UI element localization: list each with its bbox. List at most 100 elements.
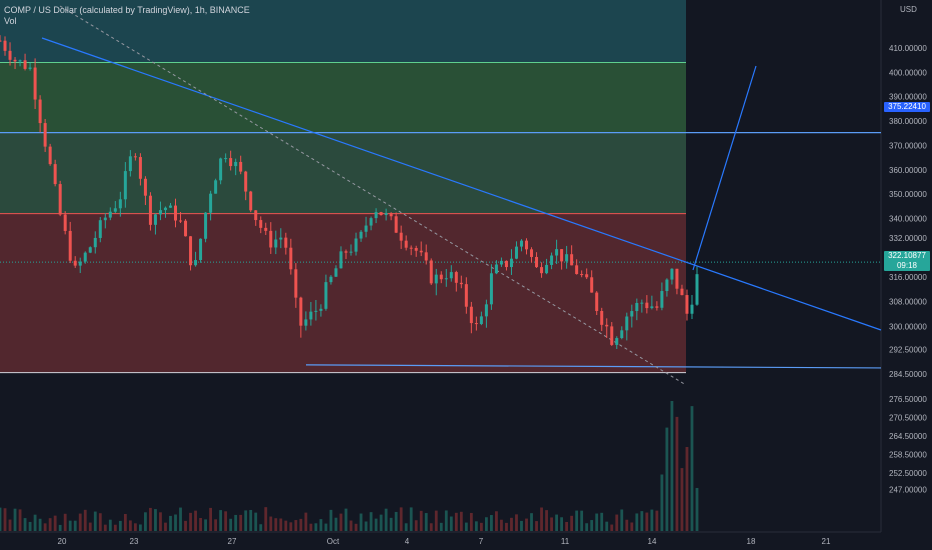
volume-bar: [590, 520, 594, 531]
volume-bar: [660, 474, 664, 531]
candle-body: [284, 237, 288, 248]
candle-body: [560, 249, 564, 262]
volume-bar: [530, 513, 533, 531]
volume-bar: [294, 520, 298, 531]
candle-body: [153, 214, 157, 225]
candle-body: [0, 40, 2, 42]
candle-body: [8, 50, 12, 60]
volume-bar: [505, 522, 508, 531]
time-tick-label: 27: [228, 537, 237, 546]
price-tick-label: 332.00000: [889, 234, 927, 243]
volume-bar: [174, 514, 177, 531]
candle-body: [570, 254, 574, 266]
volume-bar: [154, 509, 157, 531]
volume-bar: [424, 513, 428, 531]
candle-body: [289, 247, 293, 270]
volume-bar: [404, 523, 408, 531]
candle-body: [414, 247, 418, 251]
candle-body: [128, 156, 132, 172]
volume-bar: [640, 511, 644, 531]
candle-body: [665, 279, 669, 292]
time-tick-label: 14: [648, 537, 657, 546]
candle-body: [254, 210, 258, 221]
volume-bar: [38, 518, 42, 531]
candle-body: [635, 302, 639, 312]
volume-bar: [490, 515, 493, 531]
volume-bar: [189, 512, 192, 531]
volume-bar: [118, 520, 122, 531]
volume-bar: [454, 512, 458, 531]
volume-bar: [610, 524, 614, 531]
volume-bar: [575, 510, 579, 531]
candle-body: [580, 274, 584, 276]
volume-bar: [439, 522, 443, 531]
volume-bar: [464, 522, 468, 531]
volume-bar: [329, 509, 333, 531]
time-tick-label: 4: [405, 537, 410, 546]
volume-bar: [214, 519, 218, 531]
volume-bar: [675, 416, 679, 531]
volume-bar: [459, 511, 463, 531]
candle-body: [454, 272, 458, 283]
candle-body: [389, 213, 393, 217]
candle-body: [464, 284, 468, 307]
candle-body: [259, 220, 263, 228]
volume-bar: [8, 519, 12, 531]
candle-body: [535, 256, 539, 268]
volume-bar: [254, 512, 258, 531]
volume-bar: [334, 517, 338, 531]
last-price-value: 322.10877: [888, 251, 926, 260]
volume-bar: [169, 515, 172, 531]
time-tick-label: 23: [130, 537, 139, 546]
volume-bar: [625, 519, 629, 531]
candle-body: [449, 272, 453, 279]
volume-bar: [264, 507, 268, 531]
time-tick-label: 21: [822, 537, 831, 546]
candle-body: [680, 288, 684, 296]
volume-bar: [339, 513, 343, 531]
time-tick-label: 7: [479, 537, 484, 546]
volume-bar: [600, 512, 604, 531]
volume-bar: [314, 523, 318, 531]
volume-bar: [394, 511, 398, 531]
price-tick-label: 350.00000: [889, 190, 927, 199]
volume-bar: [133, 523, 137, 531]
candle-body: [299, 297, 303, 326]
volume-bar: [520, 520, 523, 531]
volume-bar: [580, 510, 584, 531]
candle-body: [489, 273, 493, 305]
chart-legend: COMP / US Dollar (calculated by TradingV…: [4, 5, 250, 27]
price-tick-label: 380.00000: [889, 117, 927, 126]
time-axis: 20 23 27 Oct 4 7 11 14 18 21: [58, 537, 831, 546]
volume-bar: [349, 520, 353, 531]
candle-body: [98, 220, 102, 238]
volume-bar: [434, 510, 438, 531]
volume-bar: [93, 511, 97, 531]
volume-bar: [299, 518, 303, 531]
volume-bar: [159, 512, 162, 531]
candle-body: [138, 157, 142, 179]
volume-bar: [184, 520, 187, 531]
volume-bar: [239, 514, 243, 531]
candle-body: [249, 191, 253, 211]
last-price-tag: 322.10877 09:18: [884, 251, 930, 271]
candle-body: [494, 264, 498, 274]
candle-body: [525, 240, 529, 250]
candle-body: [595, 292, 599, 312]
volume-bar: [409, 507, 413, 531]
candle-body: [143, 178, 147, 196]
volume-bar: [484, 517, 488, 531]
volume-bar: [630, 522, 634, 531]
volume-bar: [444, 510, 448, 531]
zone-green-upper: [0, 62, 686, 133]
volume-bar: [229, 518, 233, 531]
candle-body: [48, 146, 52, 165]
candle-body: [113, 208, 117, 212]
candle-body: [3, 40, 7, 51]
volume-bar: [28, 521, 32, 531]
volume-bar: [58, 524, 62, 531]
volume-label: Vol: [4, 16, 17, 26]
candle-body: [239, 161, 243, 172]
